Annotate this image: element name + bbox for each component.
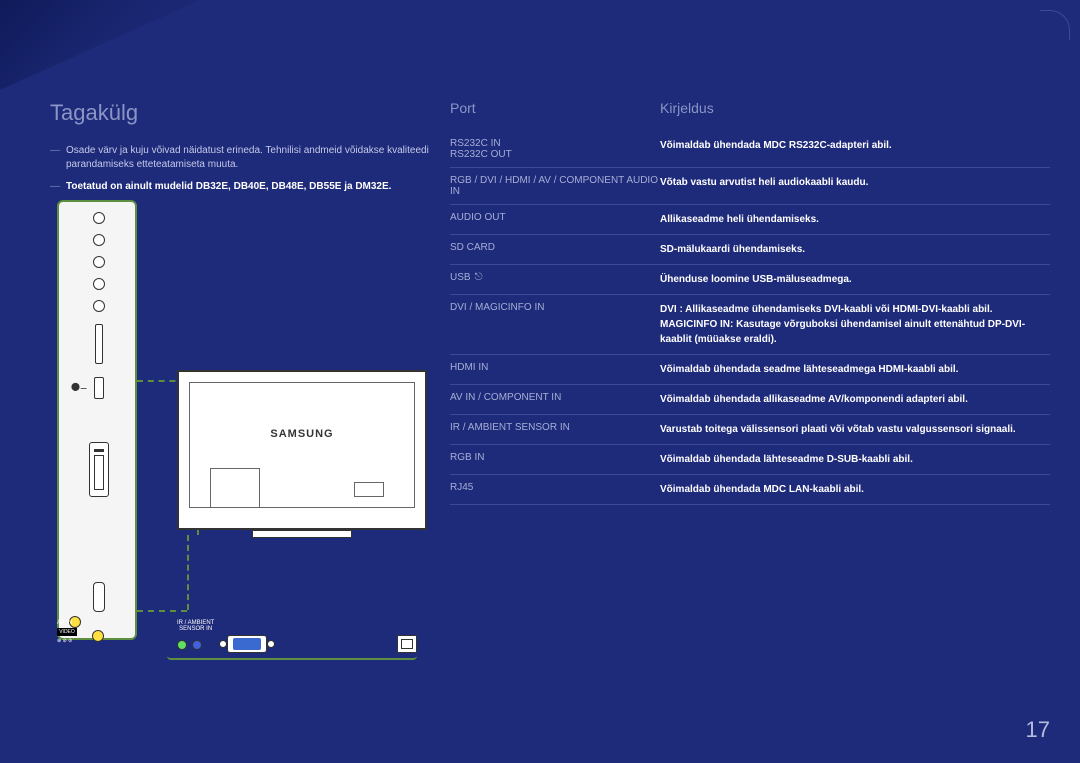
page-corner-border — [1040, 10, 1070, 40]
note-dash: ― — [50, 144, 60, 172]
port-desc: Varustab toitega välissensori plaati või… — [660, 422, 1050, 437]
port-desc: Võimaldab ühendada MDC RS232C-adapteri a… — [660, 138, 1050, 153]
port-name: RGB IN — [450, 452, 660, 463]
table-row: HDMI INVõimaldab ühendada seadme lähtese… — [450, 355, 1050, 385]
table-row: IR / AMBIENT SENSOR INVarustab toitega v… — [450, 415, 1050, 445]
label-avin: AV IN — [57, 620, 72, 626]
note-text: Osade värv ja kuju võivad näidatust erin… — [66, 144, 430, 172]
port-name: IR / AMBIENT SENSOR IN — [450, 422, 660, 433]
corner-accent — [0, 0, 200, 90]
bottom-port-strip: AV IN VIDEO ⊕ ⊘ ⊘ IR / AMBIENT SENSOR IN — [57, 620, 427, 660]
port-desc: SD-mälukaardi ühendamiseks. — [660, 242, 1050, 257]
port-name: AV IN / COMPONENT IN — [450, 392, 660, 403]
table-row: RGB INVõimaldab ühendada lähteseadme D-S… — [450, 445, 1050, 475]
port-name: SD CARD — [450, 242, 660, 253]
port-name: RS232C INRS232C OUT — [450, 138, 660, 160]
port-name: RJ45 — [450, 482, 660, 493]
table-row: USB ⎋Ühenduse loomine USB-mäluseadmega. — [450, 265, 1050, 295]
port-desc: Võtab vastu arvutist heli audiokaabli ka… — [660, 175, 1050, 190]
port-desc: Võimaldab ühendada seadme lähteseadmega … — [660, 362, 1050, 377]
rear-diagram: ⬤⚊ SAMSUNG AV IN VIDEO ⊕ ⊘ ⊘ IR / AMBIEN… — [57, 200, 427, 660]
notes-block: ― Osade värv ja kuju võivad näidatust er… — [50, 144, 430, 194]
note-item: ― Osade värv ja kuju võivad näidatust er… — [50, 144, 430, 172]
port-name: AUDIO OUT — [450, 212, 660, 223]
port-desc: Allikaseadme heli ühendamiseks. — [660, 212, 1050, 227]
monitor-logo: SAMSUNG — [270, 428, 333, 440]
port-desc: Võimaldab ühendada MDC LAN-kaabli abil. — [660, 482, 1050, 497]
table-row: RJ45Võimaldab ühendada MDC LAN-kaabli ab… — [450, 475, 1050, 505]
page-number: 17 — [1026, 717, 1050, 743]
port-strip: ⬤⚊ — [57, 200, 137, 640]
table-row: RGB / DVI / HDMI / AV / COMPONENT AUDIO … — [450, 168, 1050, 205]
dash-connector — [137, 610, 187, 612]
table-row: DVI / MAGICINFO INDVI : Allikaseadme ühe… — [450, 295, 1050, 355]
note-dash: ― — [50, 180, 60, 194]
port-name: RGB / DVI / HDMI / AV / COMPONENT AUDIO … — [450, 175, 660, 197]
note-text: Toetatud on ainult mudelid DB32E, DB40E,… — [66, 180, 391, 194]
table-row: SD CARDSD-mälukaardi ühendamiseks. — [450, 235, 1050, 265]
col-header-port: Port — [450, 100, 660, 116]
table-header: Port Kirjeldus — [450, 100, 1050, 116]
port-table: RS232C INRS232C OUTVõimaldab ühendada MD… — [450, 131, 1050, 505]
note-item: ― Toetatud on ainult mudelid DB32E, DB40… — [50, 180, 430, 194]
usb-icon: ⎋ — [475, 272, 483, 283]
col-header-desc: Kirjeldus — [660, 100, 1050, 116]
port-desc: Võimaldab ühendada lähteseadme D-SUB-kaa… — [660, 452, 1050, 467]
port-desc: Võimaldab ühendada allikaseadme AV/kompo… — [660, 392, 1050, 407]
dash-connector — [187, 535, 189, 610]
port-desc: Ühenduse loomine USB-mäluseadmega. — [660, 272, 1050, 287]
table-row: AV IN / COMPONENT INVõimaldab ühendada a… — [450, 385, 1050, 415]
port-desc: DVI : Allikaseadme ühendamiseks DVI-kaab… — [660, 302, 1050, 347]
label-video: VIDEO — [57, 628, 77, 636]
port-name: USB ⎋ — [450, 272, 660, 283]
port-name: DVI / MAGICINFO IN — [450, 302, 660, 313]
table-row: AUDIO OUTAllikaseadme heli ühendamiseks. — [450, 205, 1050, 235]
port-name: HDMI IN — [450, 362, 660, 373]
monitor-outline: SAMSUNG — [177, 370, 427, 530]
table-row: RS232C INRS232C OUTVõimaldab ühendada MD… — [450, 131, 1050, 168]
